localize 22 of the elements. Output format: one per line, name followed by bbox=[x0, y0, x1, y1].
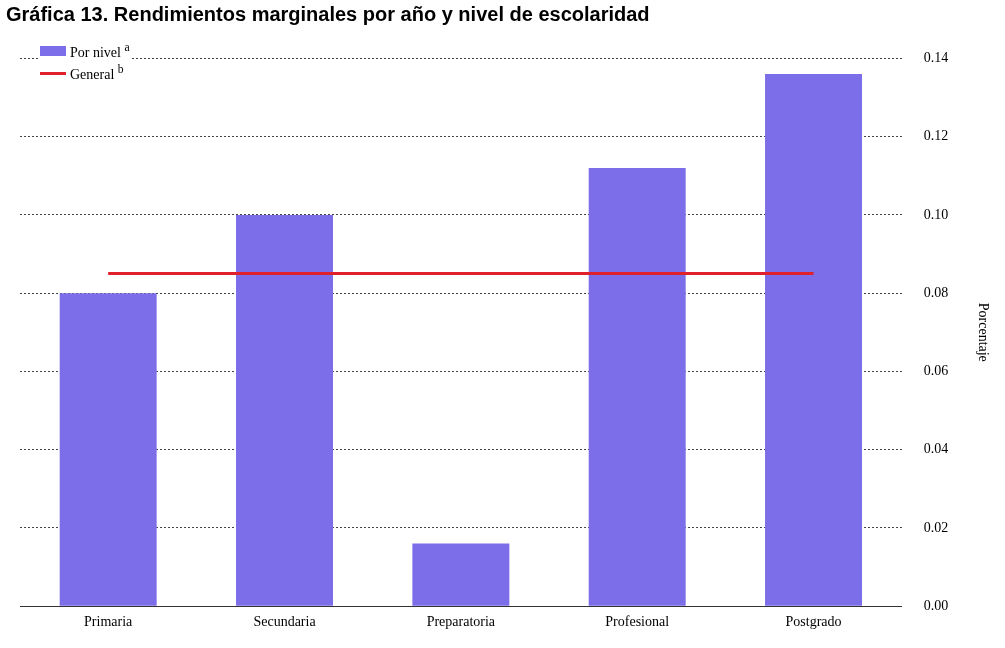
x-tick-label: Preparatoria bbox=[426, 614, 496, 630]
y-tick-label: 0.14 bbox=[923, 50, 949, 66]
x-tick-label: Profesional bbox=[605, 614, 670, 630]
chart-title: Gráfica 13. Rendimientos marginales por año y nivel de escolaridad bbox=[5, 2, 651, 27]
bar bbox=[236, 214, 333, 606]
x-tick-label: Secundaria bbox=[253, 614, 317, 630]
y-tick-label: 0.02 bbox=[923, 519, 949, 535]
y-tick-label: 0.06 bbox=[923, 363, 949, 379]
y-tick-label: 0.10 bbox=[923, 206, 949, 222]
bar bbox=[412, 543, 510, 606]
x-tick-label: Primaria bbox=[84, 614, 134, 630]
y-tick-label: 0.12 bbox=[923, 128, 949, 144]
y-tick-label: 0.04 bbox=[923, 441, 949, 457]
bar bbox=[765, 74, 863, 606]
y-tick-label: 0.00 bbox=[923, 597, 949, 613]
y-tick-label: 0.08 bbox=[923, 284, 949, 300]
legend-label: Por nivel $^{a}$ bbox=[70, 41, 130, 61]
y-axis-title: Porcentaje bbox=[975, 302, 991, 362]
legend-label: General $^{b}$ bbox=[70, 63, 124, 83]
x-tick-label: Postgrado bbox=[785, 614, 842, 630]
bar bbox=[588, 167, 686, 606]
bar bbox=[59, 293, 157, 606]
